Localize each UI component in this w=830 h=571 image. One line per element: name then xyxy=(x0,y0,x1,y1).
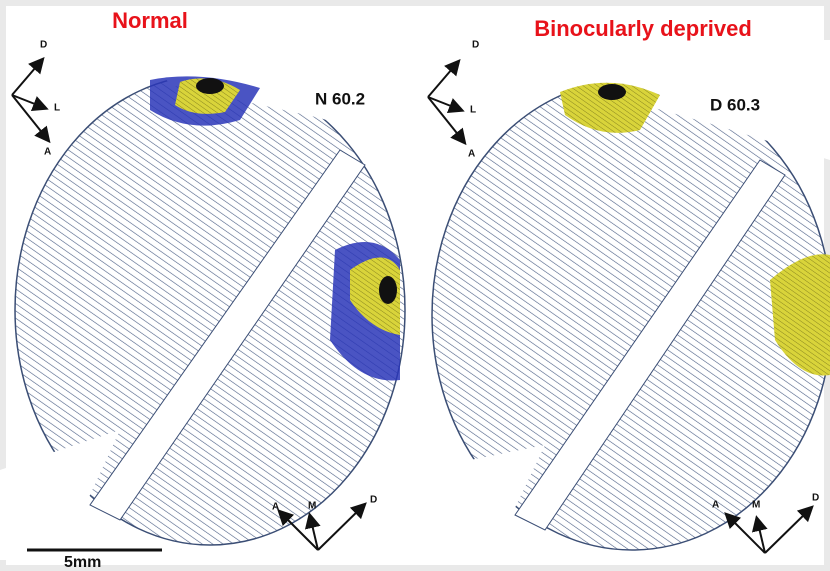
figure: Normal Binocularly deprived N 60.2 D 60.… xyxy=(0,0,830,571)
panel-title: Binocularly deprived xyxy=(534,16,752,41)
specimen-label: N 60.2 xyxy=(315,89,365,108)
axis-label: A xyxy=(712,500,719,511)
axis-label: L xyxy=(54,103,60,114)
axis-label: M xyxy=(752,500,760,511)
axis-label: D xyxy=(370,495,377,506)
specimen-label: D 60.3 xyxy=(710,95,760,114)
axis-label: A xyxy=(44,147,51,158)
axis-label: D xyxy=(812,493,819,504)
panel-title: Normal xyxy=(112,8,188,33)
scale-bar-label: 5mm xyxy=(64,554,101,571)
axis-label: A xyxy=(272,502,279,513)
axis-label: L xyxy=(470,105,476,116)
axis-label: D xyxy=(40,40,47,51)
axis-label: A xyxy=(468,149,475,160)
axis-label: M xyxy=(308,501,316,512)
axis-label: D xyxy=(472,40,479,51)
